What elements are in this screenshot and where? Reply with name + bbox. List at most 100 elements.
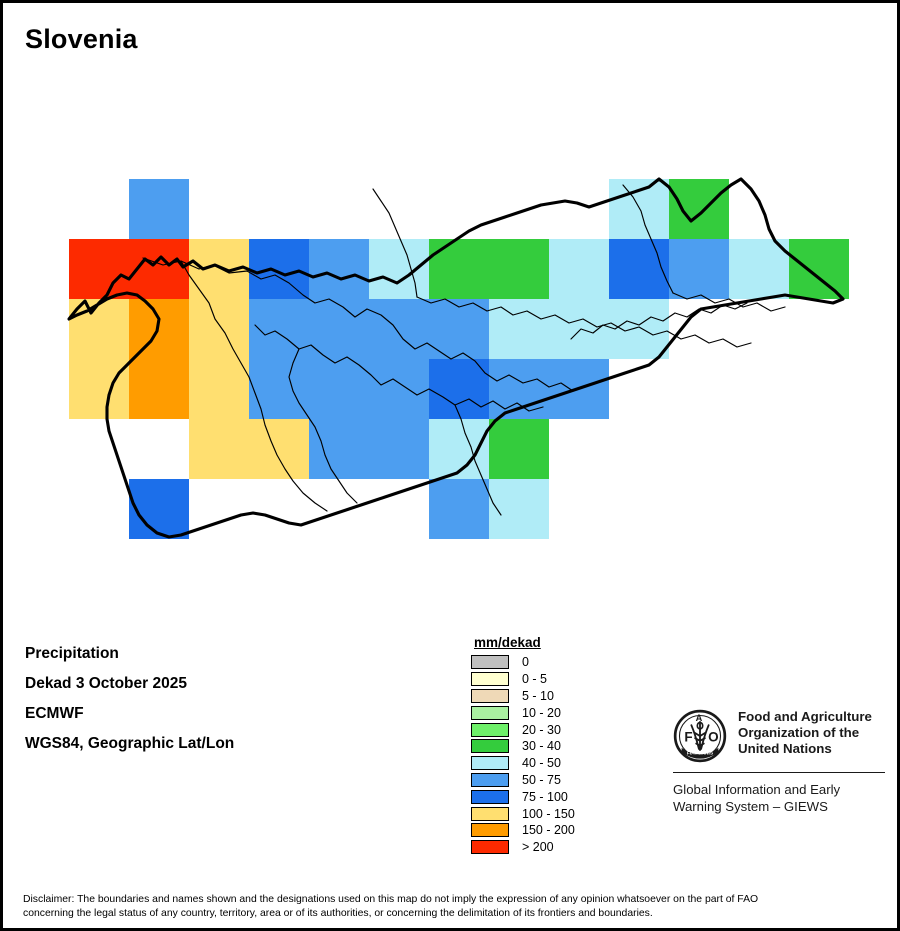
legend-label: 5 - 10 [522,688,554,703]
legend-swatch [471,672,509,687]
raster-cell [129,299,189,359]
fao-programme-line-2: Warning System – GIEWS [673,799,828,814]
precipitation-raster [69,179,849,539]
legend-label: 0 [522,655,529,670]
info-source: ECMWF [25,705,84,722]
raster-cell [489,239,549,299]
raster-cell [129,359,189,419]
fao-programme-line-1: Global Information and Early [673,782,841,797]
legend-item: 10 - 20 [471,704,575,721]
raster-cell [609,179,669,239]
legend-swatch [471,840,509,855]
raster-cell [189,299,249,359]
legend-label: 20 - 30 [522,722,561,737]
raster-cell [789,239,849,299]
legend-label: 30 - 40 [522,739,561,754]
map-info-block: Precipitation Dekad 3 October 2025 ECMWF… [25,639,425,759]
raster-cell [489,419,549,479]
raster-cell [129,479,189,539]
legend-label: 40 - 50 [522,756,561,771]
info-variable: Precipitation [25,645,119,662]
legend-swatch [471,688,509,703]
raster-cell [609,299,669,359]
raster-cell [309,359,369,419]
raster-cell [429,359,489,419]
raster-cell [549,299,609,359]
legend-item: 20 - 30 [471,721,575,738]
legend-label: 10 - 20 [522,705,561,720]
raster-cell [129,239,189,299]
legend-label: 150 - 200 [522,823,575,838]
disclaimer-line-2: concerning the legal status of any count… [23,908,653,920]
fao-org-line-1: Food and Agriculture [738,709,872,724]
legend-swatch [471,823,509,838]
fao-motto-text: FIAT PANIS [687,750,714,756]
legend-item: 100 - 150 [471,805,575,822]
legend-title: mm/dekad [474,635,541,650]
raster-cell [669,179,729,239]
legend-swatch [471,739,509,754]
fao-divider [673,772,885,773]
raster-cell [369,419,429,479]
raster-cell [369,239,429,299]
legend-swatch [471,806,509,821]
legend-swatch [471,789,509,804]
precipitation-map[interactable] [3,3,897,643]
legend-item: 5 - 10 [471,688,575,705]
raster-cell [249,239,309,299]
legend-label: 50 - 75 [522,772,561,787]
raster-cell [249,359,309,419]
raster-cell [369,299,429,359]
fao-organization-name: Food and Agriculture Organization of the… [738,709,872,757]
raster-cell [609,239,669,299]
raster-cell [489,359,549,419]
fao-programme-name: Global Information and Early Warning Sys… [673,781,888,815]
legend-item: > 200 [471,839,575,856]
raster-cell [489,299,549,359]
legend-item: 0 - 5 [471,671,575,688]
legend-item: 40 - 50 [471,755,575,772]
legend-item: 150 - 200 [471,822,575,839]
raster-cell [669,239,729,299]
raster-cell [429,239,489,299]
legend-item: 50 - 75 [471,772,575,789]
legend-label: 100 - 150 [522,806,575,821]
raster-cell [429,299,489,359]
legend-item: 0 [471,654,575,671]
internal-admin-boundaries [142,184,786,516]
raster-cell [129,179,189,239]
raster-cell [309,419,369,479]
disclaimer: Disclaimer: The boundaries and names sho… [23,893,883,922]
raster-cell [489,479,549,539]
legend-label: > 200 [522,840,554,855]
fao-org-line-2: Organization of the [738,725,860,740]
raster-cell [309,299,369,359]
svg-text:F: F [684,729,692,744]
fao-branding-block: F O A FIAT PANIS Food and Agriculture Or… [673,709,888,815]
fao-org-line-3: United Nations [738,741,832,756]
legend-item: 30 - 40 [471,738,575,755]
legend-swatch [471,722,509,737]
svg-text:A: A [696,713,703,723]
raster-cell [69,359,129,419]
raster-cell [309,239,369,299]
legend-label: 0 - 5 [522,672,548,687]
info-period: Dekad 3 October 2025 [25,675,187,692]
raster-cell [729,239,789,299]
raster-cell [189,359,249,419]
raster-cell [249,419,309,479]
raster-cell [69,239,129,299]
legend-swatch [471,655,509,670]
legend-label: 75 - 100 [522,789,568,804]
fao-logo-icon: F O A FIAT PANIS [673,709,727,763]
raster-cell [249,299,309,359]
legend-swatch [471,772,509,787]
legend-swatch [471,705,509,720]
svg-text:O: O [708,729,719,744]
raster-cell [549,239,609,299]
raster-cell [369,359,429,419]
legend-item: 75 - 100 [471,788,575,805]
